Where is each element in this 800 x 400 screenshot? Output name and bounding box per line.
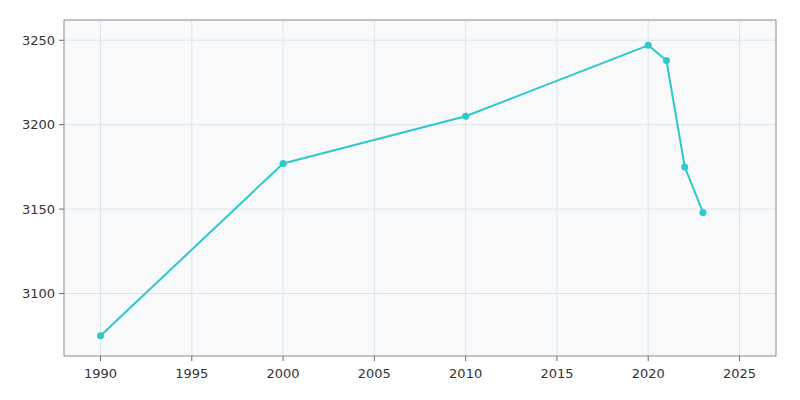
grid-line-y xyxy=(64,124,776,125)
grid-line-y xyxy=(64,293,776,294)
tick-label-x: 2010 xyxy=(449,366,482,381)
tick-mark-y xyxy=(59,293,64,294)
tick-label-x: 1990 xyxy=(84,366,117,381)
line xyxy=(101,45,703,335)
grid-line-x xyxy=(100,20,101,356)
tick-mark-x xyxy=(283,356,284,361)
grid-line-x xyxy=(465,20,466,356)
chart-svg: 1990 1995 2000 2005 2010 2015 2020 2025 3100 3150… xyxy=(0,0,800,400)
point xyxy=(699,209,706,216)
point xyxy=(462,113,469,120)
grid-line-y xyxy=(64,40,776,41)
grid-line-x xyxy=(648,20,649,356)
grid-line-x xyxy=(374,20,375,356)
plot-background xyxy=(64,20,776,356)
tick-mark-x xyxy=(465,356,466,361)
tick-label-y: 3200 xyxy=(22,117,55,132)
point xyxy=(97,332,104,339)
tick-label-y: 3100 xyxy=(22,286,55,301)
tick-label-x: 2025 xyxy=(723,366,756,381)
tick-mark-y xyxy=(59,40,64,41)
grid-line-x xyxy=(191,20,192,356)
tick-mark-y xyxy=(59,124,64,125)
grid xyxy=(64,20,776,356)
grid-line-x xyxy=(739,20,740,356)
tick-mark-x xyxy=(374,356,375,361)
tick-mark-x xyxy=(191,356,192,361)
grid-line-y xyxy=(64,209,776,210)
chart-container: 1990 1995 2000 2005 2010 2015 2020 2025 3100 3150… xyxy=(0,0,800,400)
point xyxy=(280,160,287,167)
data-layer xyxy=(97,42,706,339)
grid-line-x xyxy=(283,20,284,356)
tick-mark-y xyxy=(59,209,64,210)
tick-label-x: 2000 xyxy=(267,366,300,381)
tick-label-x: 2015 xyxy=(540,366,573,381)
tick-mark-x xyxy=(739,356,740,361)
plot-frame xyxy=(64,20,776,356)
point xyxy=(645,42,652,49)
tick-label-x: 2020 xyxy=(632,366,665,381)
tick-mark-x xyxy=(648,356,649,361)
tick-label-x: 1995 xyxy=(175,366,208,381)
tick-label-y: 3150 xyxy=(22,202,55,217)
tick-label-y: 3250 xyxy=(22,33,55,48)
point xyxy=(663,57,670,64)
tick-mark-x xyxy=(556,356,557,361)
tick-labels: 1990 1995 2000 2005 2010 2015 2020 2025 3100 3150… xyxy=(22,33,756,381)
grid-line-x xyxy=(556,20,557,356)
tick-label-x: 2005 xyxy=(358,366,391,381)
tick-mark-x xyxy=(100,356,101,361)
point xyxy=(681,163,688,170)
